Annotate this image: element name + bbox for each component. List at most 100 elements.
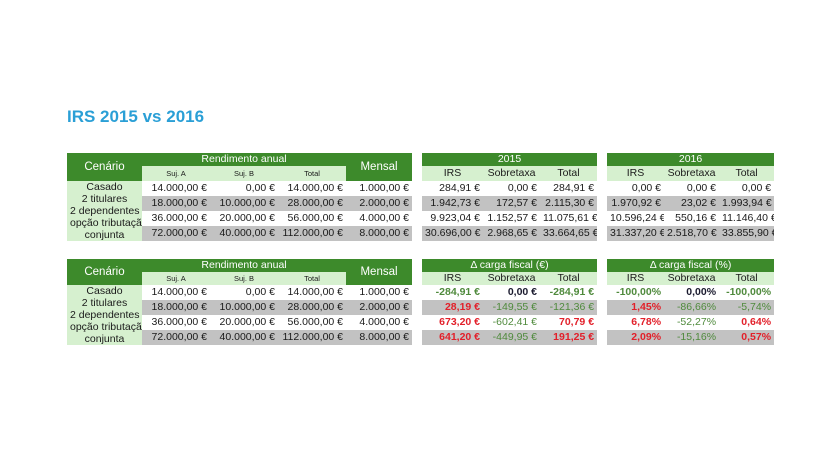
cell: 10.000,00 € — [210, 196, 278, 211]
cell: 673,20 € — [422, 315, 484, 330]
subheader-total: Total — [278, 166, 347, 181]
cell: 0,00 € — [210, 181, 278, 196]
cell: 1.000,00 € — [346, 285, 413, 300]
table-row: Casado 2 titulares 2 dependentes opção t… — [67, 285, 775, 345]
cell: 11.075,61 € — [540, 211, 598, 226]
subheader-suj-a: Suj. A — [142, 166, 210, 181]
cell: 28,19 € — [422, 300, 484, 315]
cell: 0,57% — [719, 330, 775, 345]
cell: 4.000,00 € — [346, 315, 413, 330]
cell: -52,27% — [664, 315, 720, 330]
cell: 0,00 € — [664, 181, 720, 196]
subheader-sobretaxa: Sobretaxa — [483, 166, 541, 181]
cell: 6,78% — [607, 315, 665, 330]
table-row: 18.000,00 € 10.000,00 € 28.000,00 € 2.00… — [67, 196, 775, 211]
scenario-description: Casado 2 titulares 2 dependentes opção t… — [67, 285, 142, 345]
delta-pct-header: Δ carga fiscal (%) — [607, 259, 775, 272]
cell: 112.000,00 € — [278, 330, 347, 345]
cell: 0,00 € — [483, 181, 541, 196]
cell: -5,74% — [719, 300, 775, 315]
cell: 10.596,24 € — [607, 211, 665, 226]
cell: 2.968,65 € — [483, 226, 541, 241]
cell: -602,41 € — [483, 315, 541, 330]
cell: 28.000,00 € — [278, 196, 347, 211]
subheader-total: Total — [540, 272, 598, 285]
subheader-irs: IRS — [607, 272, 665, 285]
scenario-description: Casado 2 titulares 2 dependentes opção t… — [67, 181, 142, 241]
cell: 33.855,90 € — [719, 226, 775, 241]
subheader-irs: IRS — [422, 272, 484, 285]
scenario-header: Cenário — [67, 259, 142, 285]
cell: 18.000,00 € — [142, 196, 210, 211]
cell: 14.000,00 € — [278, 285, 347, 300]
table-row: 18.000,00 € 10.000,00 € 28.000,00 € 2.00… — [67, 300, 775, 315]
income-header: Rendimento anual — [142, 259, 347, 272]
cell: -284,91 € — [540, 285, 598, 300]
cell: 40.000,00 € — [210, 226, 278, 241]
cell: 23,02 € — [664, 196, 720, 211]
cell: 641,20 € — [422, 330, 484, 345]
cell: 56.000,00 € — [278, 315, 347, 330]
cell: 0,00 € — [607, 181, 665, 196]
cell: -15,16% — [664, 330, 720, 345]
cell: -100,00% — [719, 285, 775, 300]
cell: 56.000,00 € — [278, 211, 347, 226]
cell: 284,91 € — [540, 181, 598, 196]
tax-delta-table: Cenário Rendimento anual Mensal Δ carga … — [67, 259, 775, 345]
cell: 112.000,00 € — [278, 226, 347, 241]
cell: 4.000,00 € — [346, 211, 413, 226]
monthly-header: Mensal — [346, 259, 413, 285]
year-2015-header: 2015 — [422, 153, 598, 166]
table-row: 36.000,00 € 20.000,00 € 56.000,00 € 4.00… — [67, 315, 775, 330]
subheader-irs: IRS — [607, 166, 665, 181]
subheader-irs: IRS — [422, 166, 484, 181]
cell: 14.000,00 € — [142, 181, 210, 196]
table-row: Casado 2 titulares 2 dependentes opção t… — [67, 181, 775, 241]
cell: 1.970,92 € — [607, 196, 665, 211]
cell: 14.000,00 € — [142, 285, 210, 300]
cell: 191,25 € — [540, 330, 598, 345]
cell: 40.000,00 € — [210, 330, 278, 345]
page-title: IRS 2015 vs 2016 — [67, 107, 205, 126]
cell: 2,09% — [607, 330, 665, 345]
cell: 1,45% — [607, 300, 665, 315]
cell: -86,66% — [664, 300, 720, 315]
cell: 33.664,65 € — [540, 226, 598, 241]
cell: 36.000,00 € — [142, 315, 210, 330]
cell: 30.696,00 € — [422, 226, 484, 241]
cell: 2.000,00 € — [346, 196, 413, 211]
cell: 72.000,00 € — [142, 226, 210, 241]
cell: 11.146,40 € — [719, 211, 775, 226]
subheader-total: Total — [278, 272, 347, 285]
scenario-header: Cenário — [67, 153, 142, 181]
cell: 31.337,20 € — [607, 226, 665, 241]
subheader-suj-a: Suj. A — [142, 272, 210, 285]
cell: 72.000,00 € — [142, 330, 210, 345]
cell: -284,91 € — [422, 285, 484, 300]
cell: 2.518,70 € — [664, 226, 720, 241]
subheader-suj-b: Suj. B — [210, 166, 278, 181]
cell: 0,00% — [664, 285, 720, 300]
subheader-total: Total — [540, 166, 598, 181]
subheader-total: Total — [719, 166, 775, 181]
cell: 1.942,73 € — [422, 196, 484, 211]
subheader-suj-b: Suj. B — [210, 272, 278, 285]
cell: 28.000,00 € — [278, 300, 347, 315]
cell: 284,91 € — [422, 181, 484, 196]
year-2016-header: 2016 — [607, 153, 775, 166]
cell: 18.000,00 € — [142, 300, 210, 315]
cell: 8.000,00 € — [346, 226, 413, 241]
income-header: Rendimento anual — [142, 153, 347, 166]
cell: 1.993,94 € — [719, 196, 775, 211]
subheader-sobretaxa: Sobretaxa — [664, 272, 720, 285]
subheader-sobretaxa: Sobretaxa — [664, 166, 720, 181]
cell: 0,00 € — [719, 181, 775, 196]
cell: 0,00 € — [210, 285, 278, 300]
monthly-header: Mensal — [346, 153, 413, 181]
cell: 1.000,00 € — [346, 181, 413, 196]
cell: 36.000,00 € — [142, 211, 210, 226]
cell: 10.000,00 € — [210, 300, 278, 315]
cell: 1.152,57 € — [483, 211, 541, 226]
cell: 70,79 € — [540, 315, 598, 330]
subheader-total: Total — [719, 272, 775, 285]
